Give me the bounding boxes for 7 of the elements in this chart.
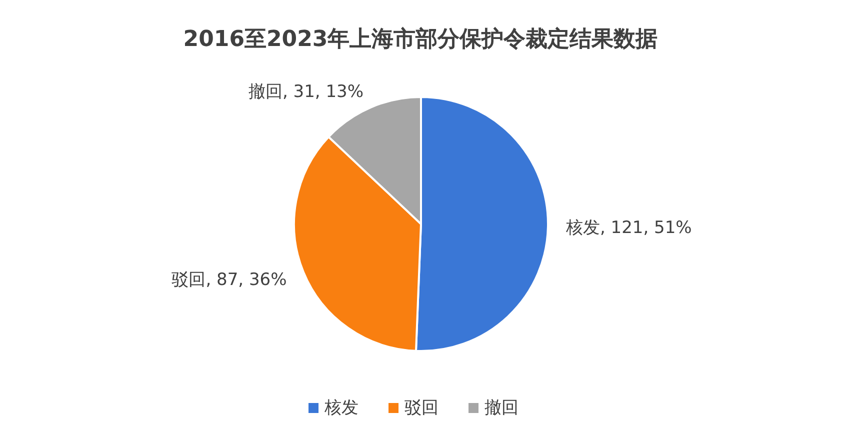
legend-label: 驳回 (404, 398, 438, 418)
data-label: 驳回, 87, 36% (172, 270, 287, 290)
legend-label: 撤回 (484, 398, 518, 418)
legend-label: 核发 (324, 398, 358, 418)
data-label: 核发, 121, 51% (564, 218, 692, 238)
data-label: 撤回, 31, 13% (248, 82, 364, 102)
chart-title: 2016至2023年上海市部分保护令裁定结果数据 (183, 26, 658, 52)
